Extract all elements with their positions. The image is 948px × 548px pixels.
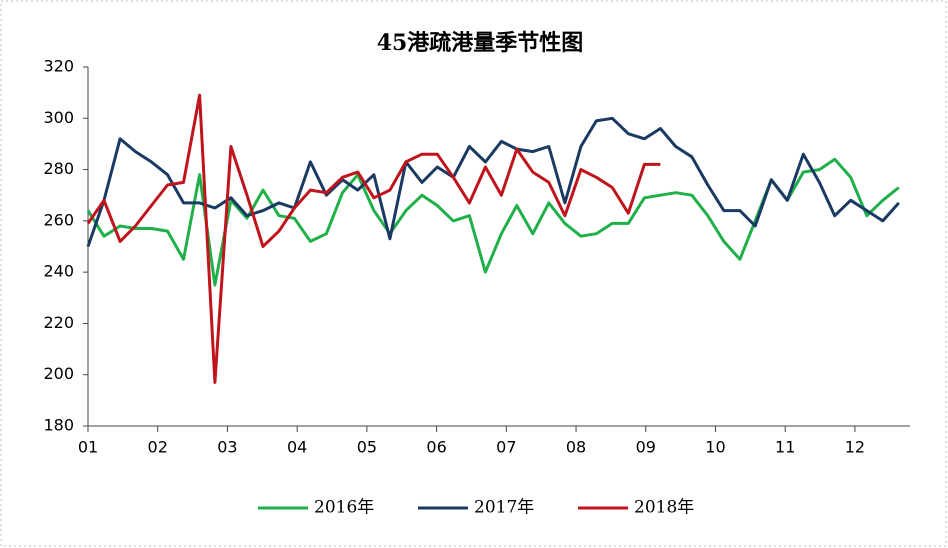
y-tick-label: 280	[43, 159, 74, 178]
y-tick-label: 240	[43, 262, 74, 281]
y-tick-label: 200	[43, 364, 74, 383]
chart-title: 45港疏港量季节性图	[377, 30, 584, 56]
legend: 2016年 2017年 2018年	[258, 498, 694, 518]
x-tick-label: 07	[496, 438, 516, 457]
y-tick-label: 260	[43, 210, 74, 229]
x-tick-label: 05	[357, 438, 377, 457]
legend-label: 2017年	[474, 498, 534, 518]
x-tick-label: 08	[566, 438, 586, 457]
y-tick-label: 180	[43, 416, 74, 435]
x-tick-label: 01	[78, 438, 98, 457]
x-tick-label: 02	[148, 438, 168, 457]
x-tick-label: 12	[845, 438, 865, 457]
x-tick-label: 04	[287, 438, 307, 457]
series-line	[86, 116, 900, 247]
x-tick-label: 10	[705, 438, 725, 457]
x-tick-label: 03	[217, 438, 237, 457]
x-tick-label: 06	[426, 438, 446, 457]
y-tick-label: 300	[43, 108, 74, 127]
x-tick-label: 11	[775, 438, 795, 457]
series-line	[86, 93, 661, 384]
y-tick-label: 220	[43, 313, 74, 332]
x-tick-label: 09	[636, 438, 656, 457]
legend-label: 2016年	[314, 498, 374, 518]
y-tick-label: 320	[43, 57, 74, 76]
legend-label: 2018年	[634, 498, 694, 518]
